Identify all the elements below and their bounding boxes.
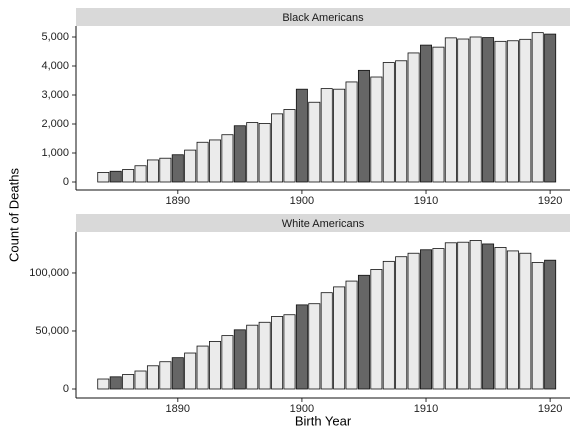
bar	[97, 378, 110, 390]
bar	[345, 280, 358, 390]
x-tick-label: 1900	[290, 403, 314, 415]
bar	[209, 341, 222, 390]
x-tick-label: 1910	[414, 195, 438, 207]
bar	[544, 33, 557, 183]
bar	[345, 81, 358, 183]
facet-strip	[76, 8, 570, 26]
bar	[395, 256, 408, 390]
bar	[221, 134, 234, 183]
facet-strip	[76, 214, 570, 232]
bar	[531, 262, 544, 390]
bar	[333, 286, 346, 390]
bar	[494, 247, 507, 390]
bar	[295, 304, 308, 390]
bar	[482, 243, 495, 390]
bar	[420, 249, 433, 390]
bar	[122, 169, 135, 183]
bar	[469, 36, 482, 183]
bar	[506, 250, 519, 390]
bar	[122, 374, 135, 390]
bar	[444, 242, 457, 390]
x-axis-title: Birth Year	[295, 413, 352, 428]
bar	[184, 149, 197, 183]
y-tick-label: 2,000	[41, 118, 69, 130]
bar	[531, 32, 544, 183]
facet-title: White Americans	[282, 218, 365, 230]
bar	[370, 269, 383, 390]
bar	[233, 329, 246, 390]
bar	[444, 37, 457, 183]
bar	[283, 109, 296, 183]
bar	[370, 76, 383, 183]
y-tick-label: 1,000	[41, 147, 69, 159]
bar	[457, 38, 470, 183]
y-tick-label: 0	[63, 383, 69, 395]
bar	[184, 352, 197, 390]
y-tick-label: 0	[63, 176, 69, 188]
bar	[357, 274, 370, 390]
bar	[209, 139, 222, 183]
bar	[382, 62, 395, 183]
bar	[109, 376, 122, 390]
bar	[246, 122, 259, 183]
bar	[395, 60, 408, 183]
bar	[134, 165, 147, 183]
bar	[482, 37, 495, 183]
bar	[196, 141, 209, 183]
bar	[308, 303, 321, 390]
y-tick-label: 5,000	[41, 31, 69, 43]
y-tick-label: 3,000	[41, 89, 69, 101]
bar	[420, 44, 433, 183]
bar	[258, 123, 271, 183]
bar	[258, 321, 271, 390]
bar	[109, 170, 122, 183]
bar	[171, 154, 184, 183]
bar	[320, 88, 333, 183]
y-tick-label: 100,000	[29, 267, 69, 279]
bar	[469, 240, 482, 390]
x-tick-label: 1890	[166, 195, 190, 207]
bar	[519, 38, 532, 183]
bar	[97, 172, 110, 183]
bar	[283, 314, 296, 390]
bar	[246, 324, 259, 390]
bar	[146, 159, 159, 183]
bar	[233, 125, 246, 183]
y-tick-label: 50,000	[35, 325, 69, 337]
bar	[271, 316, 284, 390]
bar	[134, 370, 147, 390]
bar	[382, 260, 395, 390]
bar	[308, 101, 321, 183]
bar	[432, 248, 445, 390]
bar	[333, 88, 346, 183]
bar	[196, 345, 209, 390]
x-tick-label: 1910	[414, 403, 438, 415]
bar	[407, 252, 420, 390]
bar	[159, 157, 172, 183]
bar	[457, 241, 470, 390]
bar	[159, 361, 172, 390]
bar	[171, 357, 184, 390]
bar	[494, 40, 507, 183]
bar	[146, 365, 159, 390]
bar	[432, 46, 445, 183]
x-tick-label: 1890	[166, 403, 190, 415]
bar	[320, 292, 333, 390]
bar	[407, 52, 420, 183]
x-tick-label: 1900	[290, 195, 314, 207]
bar	[506, 40, 519, 183]
bar	[357, 69, 370, 183]
x-tick-label: 1920	[538, 403, 562, 415]
bar	[295, 88, 308, 183]
bar	[544, 259, 557, 390]
facet-title: Black Americans	[282, 12, 364, 24]
bar	[519, 252, 532, 390]
x-tick-label: 1920	[538, 195, 562, 207]
bar	[221, 335, 234, 390]
y-tick-label: 4,000	[41, 60, 69, 72]
y-axis-title: Count of Deaths	[6, 168, 21, 262]
bar	[271, 113, 284, 183]
